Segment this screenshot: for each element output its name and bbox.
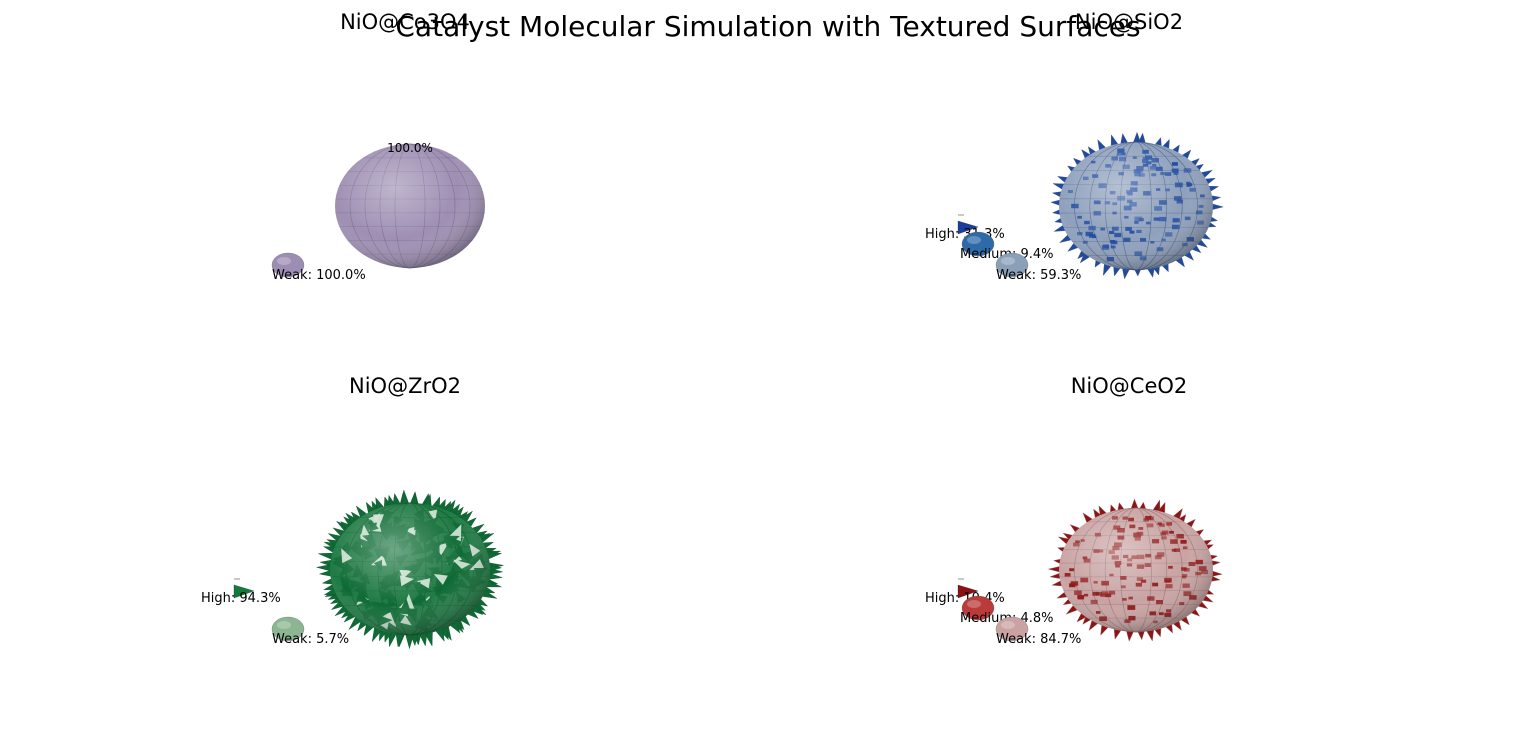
site-label-weak: Weak: 5.7% [272,632,349,647]
catalyst-sphere [1059,141,1213,271]
site-marker-weak [995,616,1029,642]
panel-title-nio-zro2: NiO@ZrO2 [349,374,461,398]
panel-nio-ceo2: High: 10.4%Medium: 4.8%Weak: 84.7% [925,498,1223,647]
site-marker-medium [961,231,995,257]
panel-title-nio-ceo2: NiO@CeO2 [1070,374,1188,398]
panel-title-nio-sio2: NiO@SiO2 [1074,10,1184,34]
panel-nio-co3o4: 100.0% Weak: 100.0% [271,141,485,283]
site-marker-medium [961,595,995,621]
site-marker-high [957,578,979,599]
site-label-weak: Weak: 100.0% [272,268,366,283]
panel-title-nio-co3o4: NiO@Co3O4 [340,10,470,34]
catalyst-sphere [330,502,490,636]
panel-nio-zro2: High: 94.3% Weak: 5.7% [201,489,504,650]
site-marker-weak [271,252,305,278]
sphere-value-label: 100.0% [387,141,433,155]
catalyst-sphere [335,143,485,269]
site-marker-high [233,578,255,599]
catalyst-sphere [1059,507,1213,633]
panel-nio-sio2: High: 31.3%Medium: 9.4%Weak: 59.3% [925,131,1224,283]
figure-title: Catalyst Molecular Simulation with Textu… [395,10,1141,43]
site-label-weak: Weak: 59.3% [996,268,1081,283]
site-marker-weak [271,616,305,642]
site-marker-weak [995,252,1029,278]
site-marker-high [957,214,979,235]
site-label-weak: Weak: 84.7% [996,632,1081,647]
site-label-high: High: 94.3% [201,591,281,606]
